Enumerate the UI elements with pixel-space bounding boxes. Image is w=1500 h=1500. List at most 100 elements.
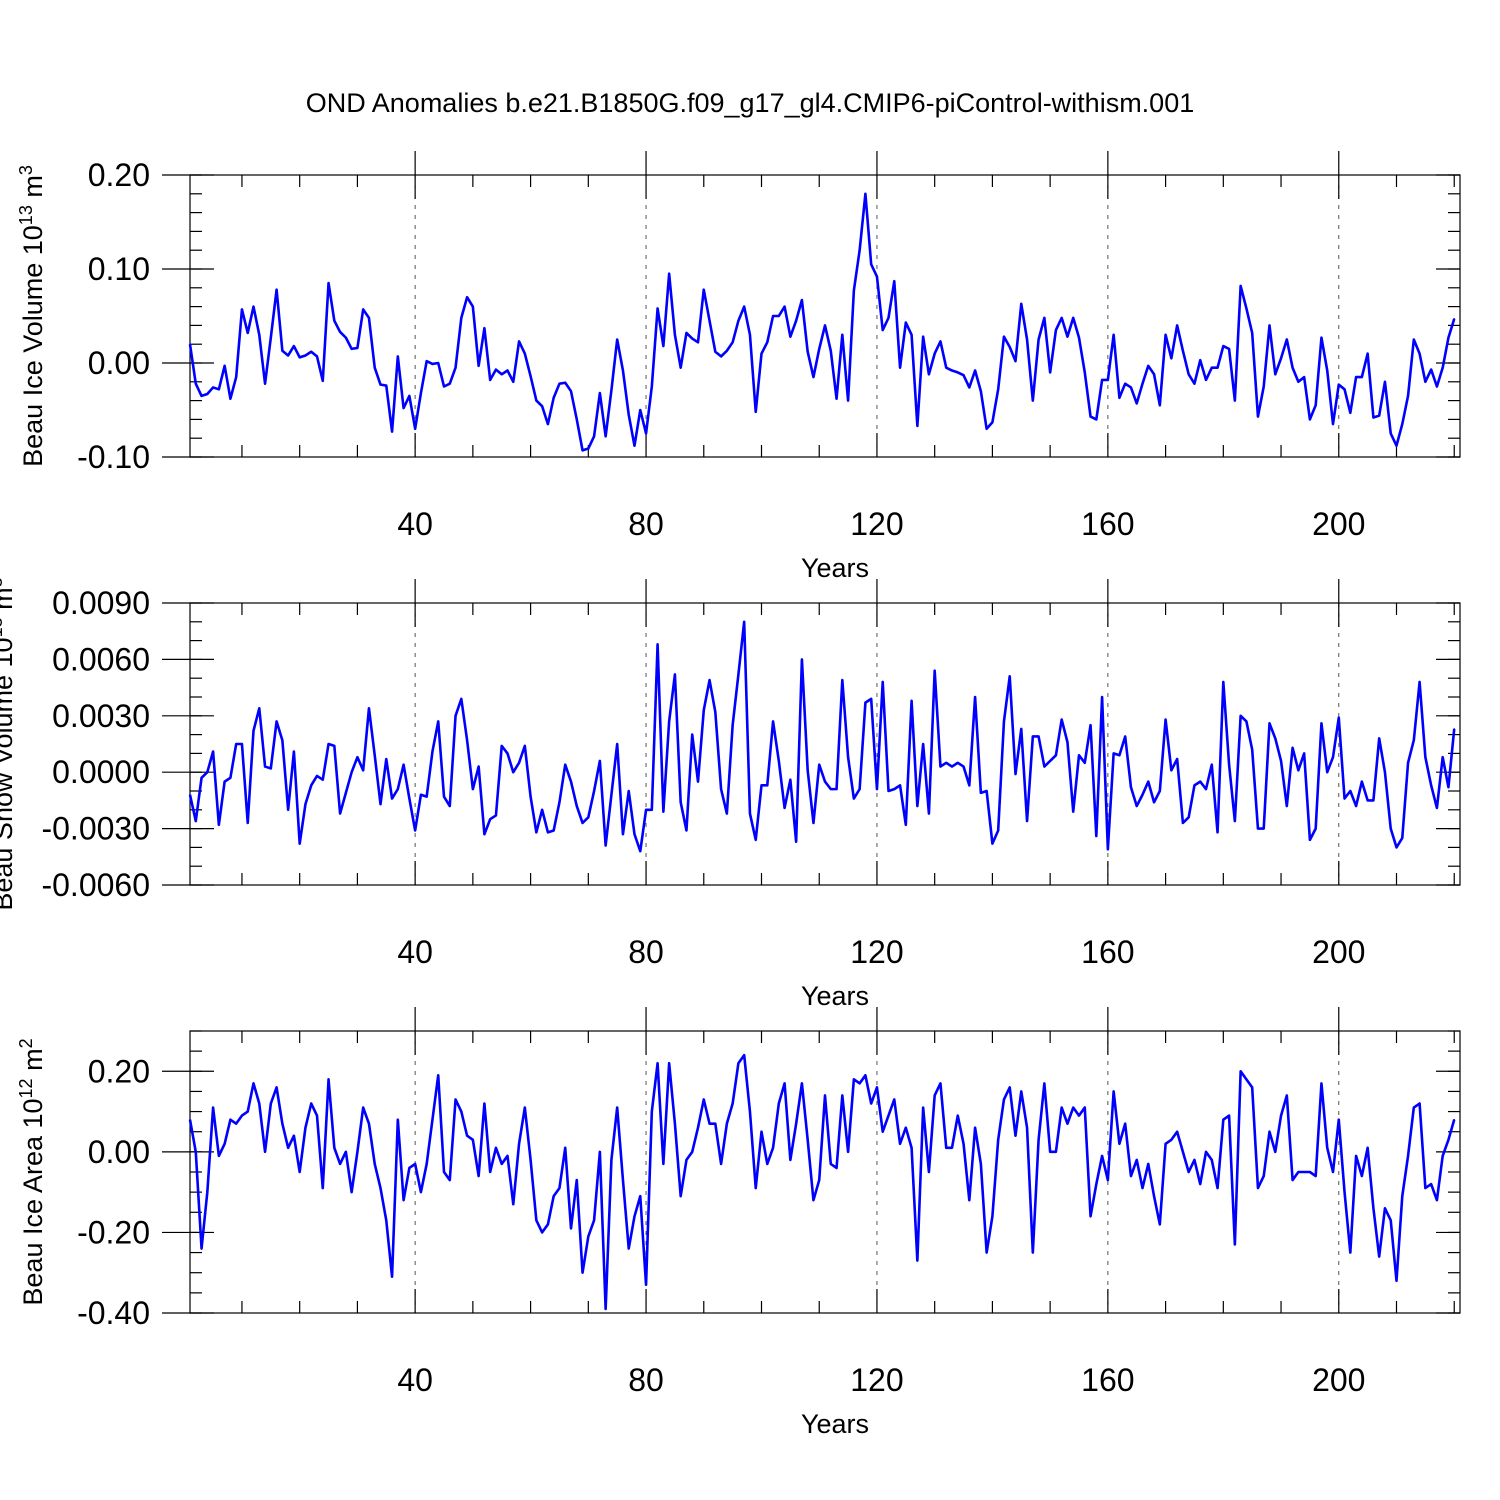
data-point xyxy=(385,758,388,760)
data-point xyxy=(194,820,197,822)
data-point xyxy=(281,1122,284,1125)
data-point xyxy=(1332,423,1334,425)
data-point xyxy=(587,816,590,819)
data-point xyxy=(708,1122,711,1125)
data-point xyxy=(708,679,711,681)
data-point xyxy=(1182,1151,1184,1153)
data-point xyxy=(397,1118,399,1121)
data-point xyxy=(1407,762,1409,764)
data-point xyxy=(922,1106,924,1109)
series-line xyxy=(188,620,1456,853)
data-point xyxy=(200,395,203,397)
data-point xyxy=(1089,415,1092,418)
data-point xyxy=(991,421,994,424)
data-point xyxy=(200,777,203,779)
data-point xyxy=(402,407,405,409)
data-point xyxy=(356,347,359,349)
data-point xyxy=(1424,756,1427,758)
y-axis-label: Beau Ice Area 1012 m2 xyxy=(16,1038,48,1305)
data-point xyxy=(829,788,832,790)
data-point xyxy=(835,397,838,400)
data-point xyxy=(1286,1094,1288,1097)
data-point xyxy=(772,1147,774,1149)
data-point xyxy=(270,1102,272,1105)
data-point xyxy=(1159,790,1161,792)
data-point xyxy=(627,1247,630,1250)
data-point xyxy=(1003,720,1005,723)
data-point xyxy=(1349,412,1352,414)
data-point xyxy=(674,334,676,336)
data-point xyxy=(1245,307,1248,310)
figure-title: OND Anomalies b.e21.B1850G.f09_g17_gl4.C… xyxy=(306,88,1194,118)
data-point xyxy=(1037,1138,1040,1141)
data-point xyxy=(1349,790,1352,792)
data-point xyxy=(218,1155,220,1157)
data-point xyxy=(610,1159,613,1161)
data-point xyxy=(1199,1183,1202,1185)
data-point xyxy=(1026,338,1028,341)
data-point xyxy=(1078,336,1080,339)
data-point xyxy=(489,818,491,820)
data-point xyxy=(397,788,399,790)
data-point xyxy=(593,790,595,792)
data-point xyxy=(564,1147,567,1149)
data-point xyxy=(483,833,486,836)
data-point xyxy=(1130,386,1132,389)
data-point xyxy=(1078,1114,1080,1117)
data-point xyxy=(218,824,220,826)
data-point xyxy=(714,711,717,713)
series-points xyxy=(189,1054,1456,1310)
data-point xyxy=(1395,444,1398,447)
data-point xyxy=(893,1098,896,1101)
x-tick-label: 40 xyxy=(397,506,433,542)
data-point xyxy=(1199,780,1202,783)
data-point xyxy=(702,1098,705,1101)
data-point xyxy=(339,1163,341,1165)
data-point xyxy=(939,1082,942,1085)
y-tick-label: -0.0030 xyxy=(41,811,150,847)
data-point xyxy=(1008,675,1011,678)
data-point xyxy=(922,335,924,338)
data-point xyxy=(1297,1171,1300,1173)
data-point xyxy=(645,809,647,811)
data-point xyxy=(287,354,289,357)
data-point xyxy=(1043,317,1046,319)
data-point xyxy=(558,801,561,804)
data-point xyxy=(691,337,694,340)
data-point xyxy=(754,1187,757,1189)
x-tick-label: 120 xyxy=(850,506,903,542)
data-point xyxy=(991,842,994,845)
data-point xyxy=(1210,1159,1213,1161)
data-point xyxy=(633,833,636,836)
data-point xyxy=(1303,752,1305,755)
data-point xyxy=(552,396,555,399)
data-point xyxy=(1112,1090,1115,1093)
data-point xyxy=(212,1106,214,1109)
data-point xyxy=(391,1275,393,1278)
data-point xyxy=(1170,357,1173,360)
data-point xyxy=(1268,1130,1271,1133)
data-point xyxy=(1239,1070,1242,1073)
data-point xyxy=(1210,366,1213,369)
data-point xyxy=(552,829,555,832)
data-point xyxy=(795,840,797,843)
data-point xyxy=(362,1106,364,1109)
data-point xyxy=(454,715,457,717)
data-point xyxy=(495,1147,497,1149)
data-point xyxy=(518,340,520,343)
data-point xyxy=(1101,1155,1103,1157)
data-point xyxy=(1135,402,1138,405)
data-point xyxy=(1187,1171,1190,1173)
data-point xyxy=(1436,385,1438,388)
data-point xyxy=(1083,1106,1086,1109)
data-point xyxy=(1389,827,1392,830)
data-point xyxy=(893,788,896,790)
data-point xyxy=(720,788,722,790)
data-point xyxy=(812,822,815,824)
data-point xyxy=(581,449,584,452)
y-tick-label: -0.0060 xyxy=(41,867,150,903)
data-point xyxy=(1216,366,1219,369)
data-point xyxy=(1441,1155,1444,1157)
data-point xyxy=(310,1102,313,1105)
